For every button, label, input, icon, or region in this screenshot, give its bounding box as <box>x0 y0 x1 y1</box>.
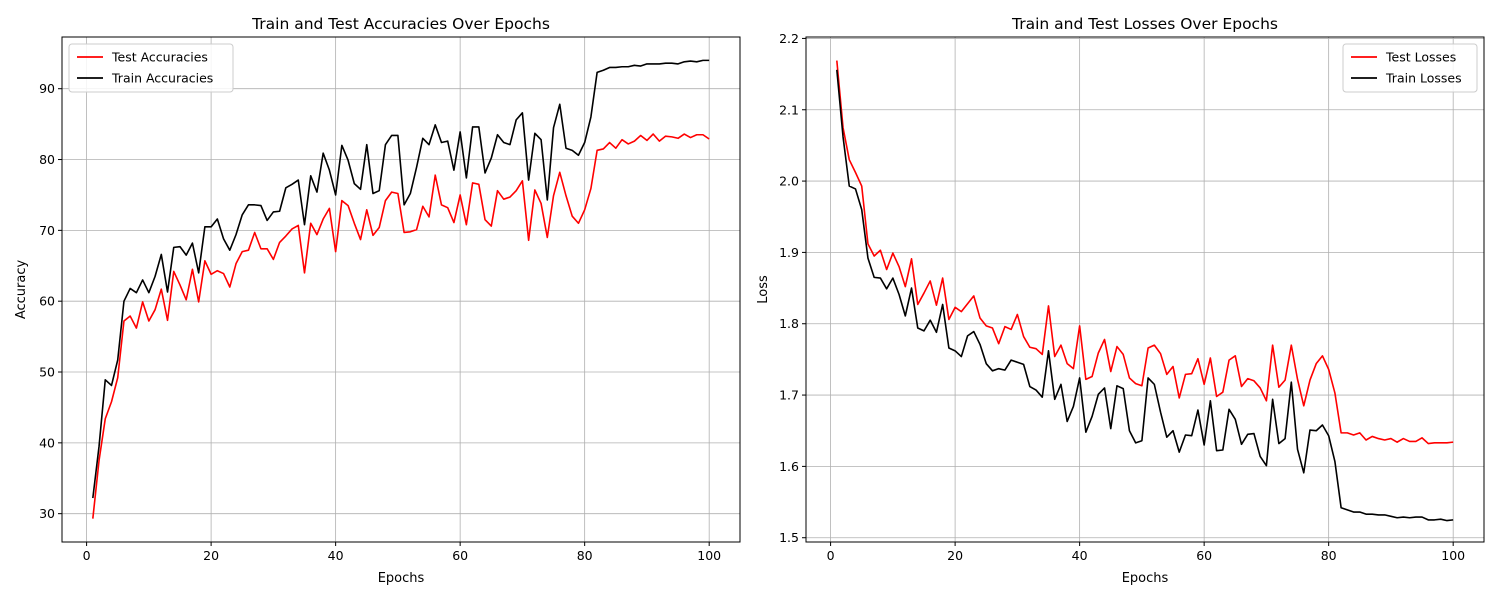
series-line-train-accuracies <box>92 59 710 499</box>
y-tick-label: 1.8 <box>779 316 799 331</box>
y-tick-label: 1.7 <box>779 388 799 403</box>
x-axis-label: Epochs <box>378 571 425 586</box>
series-line-train-losses <box>836 69 1454 522</box>
y-tick-label: 60 <box>39 294 55 309</box>
chart-title: Train and Test Losses Over Epochs <box>1011 15 1278 33</box>
legend-label: Train Losses <box>1385 71 1462 86</box>
axes-frame <box>61 36 741 543</box>
y-axis-label: Accuracy <box>14 260 29 320</box>
accuracy-chart: 0 20 40 60 80 100 30 40 50 60 70 80 90 Train and Test… <box>14 15 741 586</box>
y-tick-label: 1.6 <box>779 459 799 474</box>
x-tick-label: 80 <box>1321 548 1337 563</box>
y-tick-label: 2.2 <box>779 31 799 46</box>
y-tick-label: 40 <box>39 435 55 450</box>
y-tick-label: 30 <box>39 506 55 521</box>
x-tick-label: 100 <box>697 548 721 563</box>
x-tick-label: 100 <box>1441 548 1465 563</box>
x-tick-label: 0 <box>827 548 835 563</box>
y-tick-label: 70 <box>39 223 55 238</box>
legend-box <box>68 43 234 93</box>
x-tick-label: 20 <box>203 548 219 563</box>
y-tick-label: 1.5 <box>779 530 799 545</box>
x-tick-label: 60 <box>452 548 468 563</box>
x-tick-label: 40 <box>328 548 344 563</box>
x-tick-label: 80 <box>577 548 593 563</box>
axes-frame <box>805 36 1485 543</box>
x-tick-label: 0 <box>83 548 91 563</box>
y-tick-label: 2.0 <box>779 174 799 189</box>
loss-chart: 0 20 40 60 80 100 1.5 1.6 1.7 1.8 1.9 2.0 2.1 2.2 Trai… <box>756 15 1485 586</box>
x-tick-label: 40 <box>1072 548 1088 563</box>
y-tick-label: 50 <box>39 365 55 380</box>
chart-title: Train and Test Accuracies Over Epochs <box>251 15 550 33</box>
x-tick-label: 60 <box>1196 548 1212 563</box>
y-tick-label: 80 <box>39 152 55 167</box>
y-tick-label: 1.9 <box>779 245 799 260</box>
legend-label: Test Losses <box>1385 50 1456 65</box>
x-tick-label: 20 <box>947 548 963 563</box>
y-tick-label: 2.1 <box>779 102 799 117</box>
series-line-test-accuracies <box>92 133 710 519</box>
legend-label: Test Accuracies <box>111 50 208 65</box>
x-axis-label: Epochs <box>1122 571 1169 586</box>
y-axis-label: Loss <box>756 275 771 304</box>
legend-label: Train Accuracies <box>111 71 213 86</box>
y-tick-label: 90 <box>39 81 55 96</box>
legend-box <box>1342 43 1478 93</box>
series-line-test-losses <box>836 60 1454 445</box>
